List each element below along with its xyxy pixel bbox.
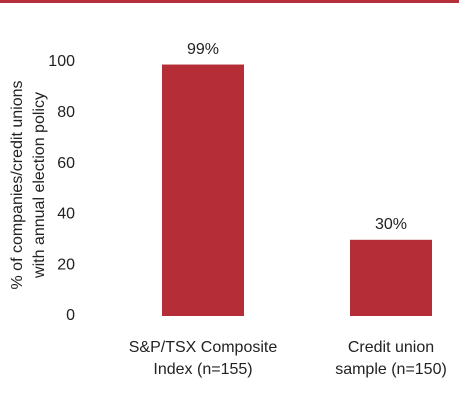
y-tick-label: 100 bbox=[48, 53, 75, 70]
bar bbox=[350, 239, 432, 316]
top-rule bbox=[0, 0, 459, 3]
y-tick-label: 60 bbox=[57, 155, 75, 172]
y-tick-label: 0 bbox=[66, 307, 75, 324]
value-label: 30% bbox=[375, 216, 407, 233]
x-tick-label: Credit union sample (n=150) bbox=[335, 339, 447, 378]
value-label: 99% bbox=[187, 41, 219, 58]
y-tick-label: 80 bbox=[57, 104, 75, 121]
bar bbox=[162, 64, 244, 316]
y-tick-label: 40 bbox=[57, 206, 75, 223]
y-tick-label: 20 bbox=[57, 256, 75, 273]
y-axis-label: % of companies/credit unions with annual … bbox=[9, 81, 48, 290]
x-tick-label: S&P/TSX Composite Index (n=155) bbox=[129, 339, 278, 378]
